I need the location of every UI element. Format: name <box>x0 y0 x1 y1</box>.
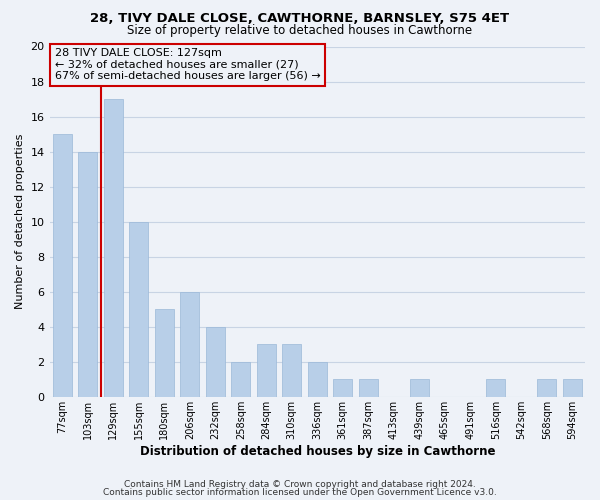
Text: 28 TIVY DALE CLOSE: 127sqm
← 32% of detached houses are smaller (27)
67% of semi: 28 TIVY DALE CLOSE: 127sqm ← 32% of deta… <box>55 48 320 82</box>
Bar <box>486 380 505 397</box>
Bar <box>563 380 582 397</box>
Bar <box>308 362 327 397</box>
Bar <box>129 222 148 397</box>
Bar <box>206 326 225 397</box>
Bar <box>282 344 301 397</box>
Bar <box>537 380 556 397</box>
X-axis label: Distribution of detached houses by size in Cawthorne: Distribution of detached houses by size … <box>140 444 495 458</box>
Text: 28, TIVY DALE CLOSE, CAWTHORNE, BARNSLEY, S75 4ET: 28, TIVY DALE CLOSE, CAWTHORNE, BARNSLEY… <box>91 12 509 26</box>
Text: Contains HM Land Registry data © Crown copyright and database right 2024.: Contains HM Land Registry data © Crown c… <box>124 480 476 489</box>
Bar <box>410 380 429 397</box>
Bar <box>333 380 352 397</box>
Bar <box>359 380 378 397</box>
Y-axis label: Number of detached properties: Number of detached properties <box>15 134 25 310</box>
Bar <box>231 362 250 397</box>
Bar <box>180 292 199 397</box>
Bar <box>53 134 72 397</box>
Bar <box>78 152 97 397</box>
Bar <box>257 344 276 397</box>
Text: Size of property relative to detached houses in Cawthorne: Size of property relative to detached ho… <box>127 24 473 37</box>
Bar <box>104 99 123 397</box>
Text: Contains public sector information licensed under the Open Government Licence v3: Contains public sector information licen… <box>103 488 497 497</box>
Bar <box>155 309 174 397</box>
